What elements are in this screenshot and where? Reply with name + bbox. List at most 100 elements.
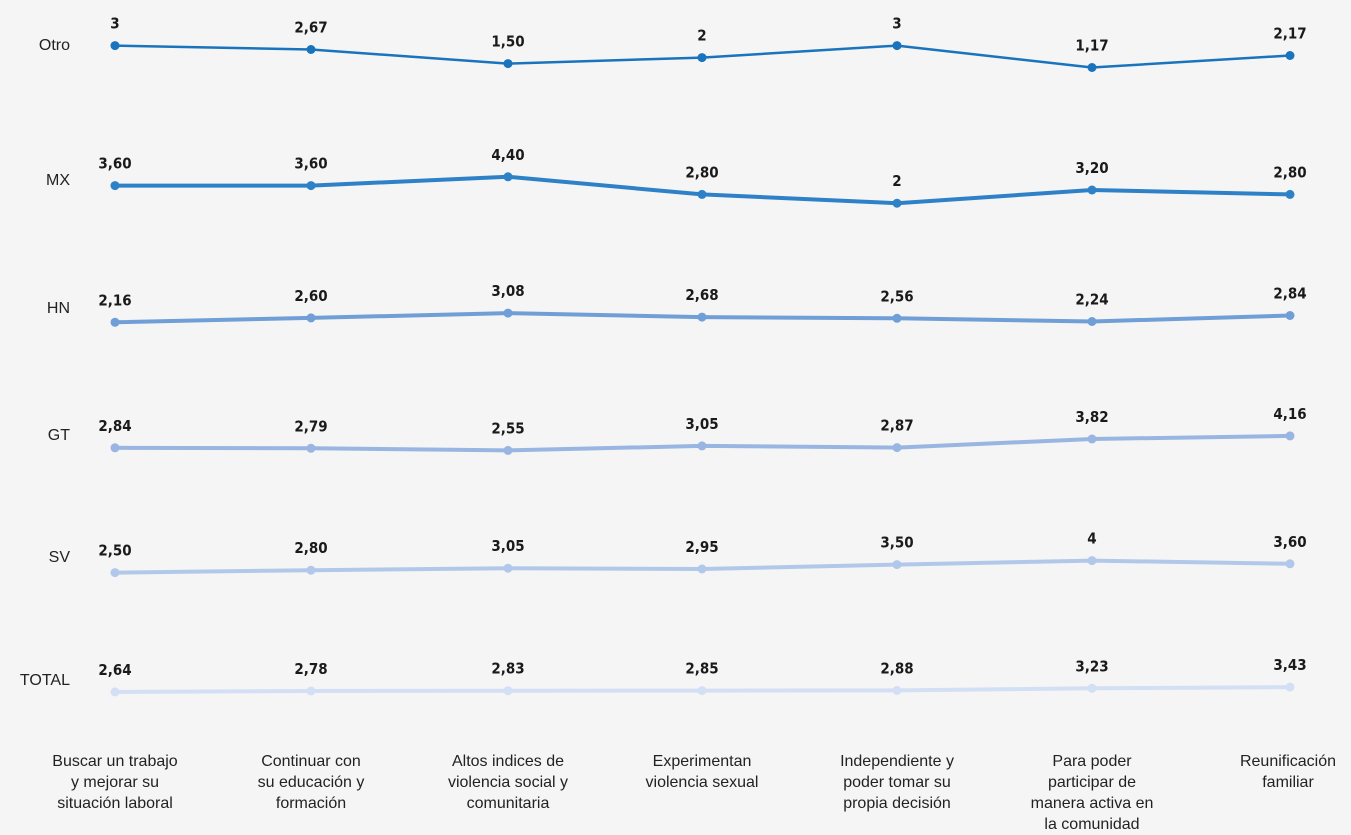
data-label: 2,68 bbox=[685, 286, 718, 304]
data-label: 2,24 bbox=[1075, 291, 1108, 309]
data-label: 2,60 bbox=[294, 287, 327, 305]
data-label: 2,88 bbox=[880, 659, 913, 677]
data-point bbox=[1285, 682, 1295, 692]
data-point bbox=[306, 443, 316, 453]
data-label: 2,67 bbox=[294, 19, 327, 37]
data-label: 4,16 bbox=[1273, 405, 1306, 423]
data-point bbox=[1285, 311, 1295, 320]
x-tick-label: manera activa en bbox=[1031, 795, 1154, 812]
x-tick-label: Altos indices de bbox=[452, 753, 564, 770]
series-label: Otro bbox=[39, 37, 70, 54]
data-label: 2,16 bbox=[98, 291, 131, 309]
data-point bbox=[503, 686, 513, 696]
data-label: 2,64 bbox=[98, 661, 131, 679]
data-label: 3,60 bbox=[1273, 533, 1306, 551]
data-label: 2,83 bbox=[491, 660, 524, 678]
data-label: 1,17 bbox=[1075, 37, 1108, 55]
data-point bbox=[892, 443, 902, 453]
x-tick-label: comunitaria bbox=[467, 795, 550, 812]
data-label: 2,87 bbox=[880, 417, 913, 435]
data-label: 2,56 bbox=[880, 287, 913, 305]
data-label: 1,50 bbox=[491, 33, 524, 51]
data-point bbox=[1087, 63, 1097, 72]
data-point bbox=[892, 685, 902, 695]
data-point bbox=[110, 568, 120, 578]
data-point bbox=[697, 686, 707, 696]
data-point bbox=[1285, 431, 1295, 441]
data-label: 2,80 bbox=[685, 163, 718, 181]
data-label: 4 bbox=[1087, 530, 1096, 548]
series-hn: HN 2,16 2,60 3,08 2,68 2,56 2,24 2,84 bbox=[47, 282, 1307, 327]
data-point bbox=[697, 564, 707, 574]
x-tick-label: familiar bbox=[1262, 774, 1314, 791]
data-label: 2,84 bbox=[98, 417, 131, 435]
x-tick-label: Reunificación bbox=[1240, 753, 1336, 770]
data-point bbox=[1087, 434, 1097, 444]
data-label: 2,55 bbox=[491, 419, 524, 437]
data-point bbox=[503, 445, 513, 455]
data-point bbox=[110, 41, 120, 51]
data-point bbox=[503, 172, 513, 182]
data-label: 2 bbox=[892, 172, 901, 190]
data-point bbox=[1285, 51, 1295, 60]
series-otro: Otro 3 2,67 1,50 2 3 1,17 2,17 bbox=[39, 15, 1307, 72]
data-label: 2,85 bbox=[685, 660, 718, 678]
data-point bbox=[306, 313, 316, 323]
data-label: 2,78 bbox=[294, 660, 327, 678]
x-tick-label: poder tomar su bbox=[843, 774, 951, 791]
data-point bbox=[503, 308, 513, 318]
data-label: 3,60 bbox=[294, 155, 327, 173]
data-point bbox=[306, 181, 316, 191]
data-point bbox=[1285, 559, 1295, 569]
data-point bbox=[1285, 189, 1295, 199]
x-tick-label: propia decisión bbox=[843, 795, 951, 812]
x-tick-label: Independiente y bbox=[840, 753, 954, 770]
series-mx: MX 3,60 3,60 4,40 2,80 2 3,20 2,80 bbox=[46, 146, 1307, 208]
data-point bbox=[1087, 556, 1097, 566]
data-label: 3,82 bbox=[1075, 408, 1108, 426]
data-label: 2 bbox=[697, 27, 706, 45]
data-point bbox=[503, 59, 513, 69]
data-point bbox=[1087, 317, 1097, 326]
data-label: 3,50 bbox=[880, 534, 913, 552]
data-point bbox=[697, 312, 707, 322]
data-point bbox=[110, 443, 120, 453]
x-tick-label: formación bbox=[276, 795, 346, 812]
x-tick-label: violencia social y bbox=[448, 774, 568, 791]
data-label: 2,84 bbox=[1273, 285, 1306, 303]
x-tick-label: su educación y bbox=[258, 774, 365, 791]
series-label: TOTAL bbox=[20, 672, 70, 689]
data-label: 3,23 bbox=[1075, 657, 1108, 675]
data-label: 3,05 bbox=[685, 415, 718, 433]
data-label: 2,95 bbox=[685, 538, 718, 556]
x-tick-label: la comunidad bbox=[1044, 816, 1139, 833]
data-point bbox=[697, 189, 707, 199]
data-label: 3,60 bbox=[98, 155, 131, 173]
series-gt: GT 2,84 2,79 2,55 3,05 2,87 3,82 4,16 bbox=[48, 405, 1307, 455]
data-label: 2,17 bbox=[1273, 25, 1306, 43]
series-label: HN bbox=[47, 300, 70, 317]
series-sv: SV 2,50 2,80 3,05 2,95 3,50 4 3,60 bbox=[49, 530, 1307, 578]
data-point bbox=[1087, 185, 1097, 195]
x-tick-label: violencia sexual bbox=[646, 774, 759, 791]
series-label: SV bbox=[49, 549, 71, 566]
series-label: GT bbox=[48, 427, 70, 444]
series-label: MX bbox=[46, 172, 70, 189]
data-point bbox=[697, 53, 707, 63]
data-point bbox=[306, 565, 316, 575]
data-label: 2,80 bbox=[294, 539, 327, 557]
x-tick-label: Buscar un trabajo bbox=[52, 753, 178, 770]
data-point bbox=[697, 441, 707, 451]
data-point bbox=[306, 686, 316, 696]
data-label: 3 bbox=[892, 15, 901, 33]
data-label: 3 bbox=[110, 15, 119, 33]
data-label: 2,79 bbox=[294, 417, 327, 435]
data-label: 3,20 bbox=[1075, 159, 1108, 177]
x-axis-categories: Buscar un trabajo y mejorar su situación l… bbox=[52, 753, 1336, 833]
data-point bbox=[892, 198, 902, 208]
data-point bbox=[892, 41, 902, 51]
data-point bbox=[503, 563, 513, 573]
x-tick-label: participar de bbox=[1048, 774, 1136, 791]
x-tick-label: situación laboral bbox=[57, 795, 173, 812]
